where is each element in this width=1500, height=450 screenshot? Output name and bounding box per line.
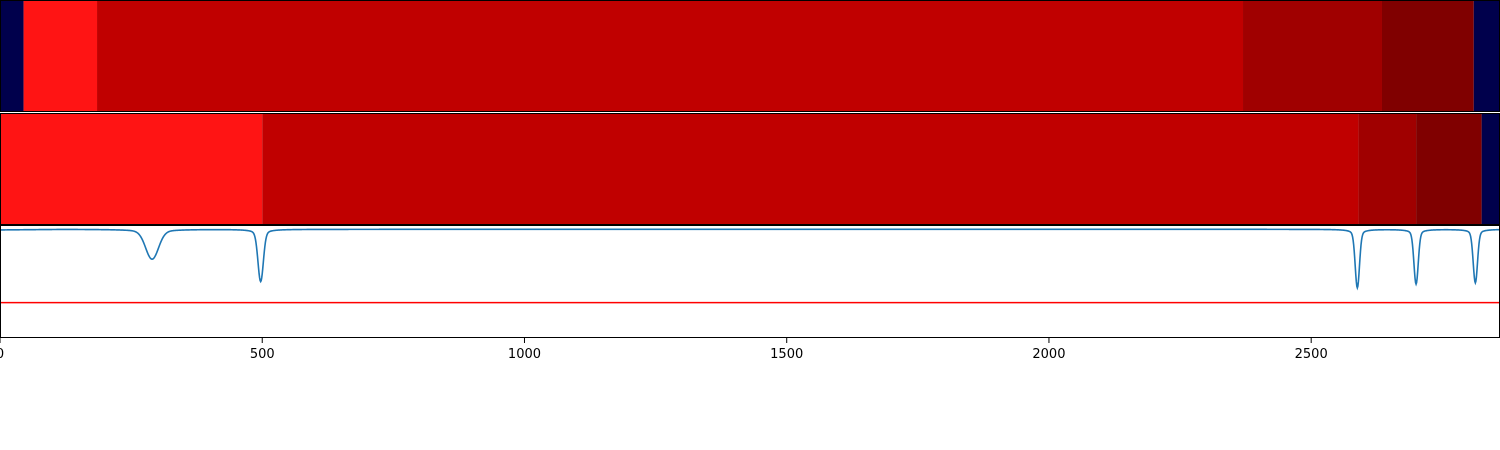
- x-tick-label-0: 0: [0, 347, 4, 362]
- segment-row-1-block-1: [0, 1, 24, 112]
- segment-row-1-block-3: [97, 1, 1244, 112]
- panel-3-frame: [0, 225, 1500, 338]
- x-tick-label-2000: 2000: [1032, 347, 1065, 362]
- segment-row-2-block-2: [262, 114, 1359, 225]
- segment-row-1: [0, 1, 1500, 112]
- signal-line: [0, 228, 1500, 291]
- x-tick-label-1000: 1000: [508, 347, 541, 362]
- segment-row-1-block-4: [1243, 1, 1382, 112]
- x-tick-label-1500: 1500: [770, 347, 803, 362]
- segment-row-2-block-4: [1416, 114, 1482, 225]
- x-tick-label-500: 500: [250, 347, 275, 362]
- segment-row-1-block-6: [1473, 1, 1500, 112]
- segment-row-2: [0, 114, 1500, 225]
- segment-row-2-block-1: [0, 114, 263, 225]
- line-panel: [0, 228, 1500, 304]
- segment-row-2-block-5: [1481, 114, 1500, 225]
- x-tick-label-2500: 2500: [1295, 347, 1328, 362]
- segment-row-1-block-2: [23, 1, 98, 112]
- segment-row-1-block-5: [1381, 1, 1474, 112]
- x-axis: 0 500 1000 1500 2000 2500: [0, 338, 1328, 362]
- segment-row-2-block-3: [1358, 114, 1417, 225]
